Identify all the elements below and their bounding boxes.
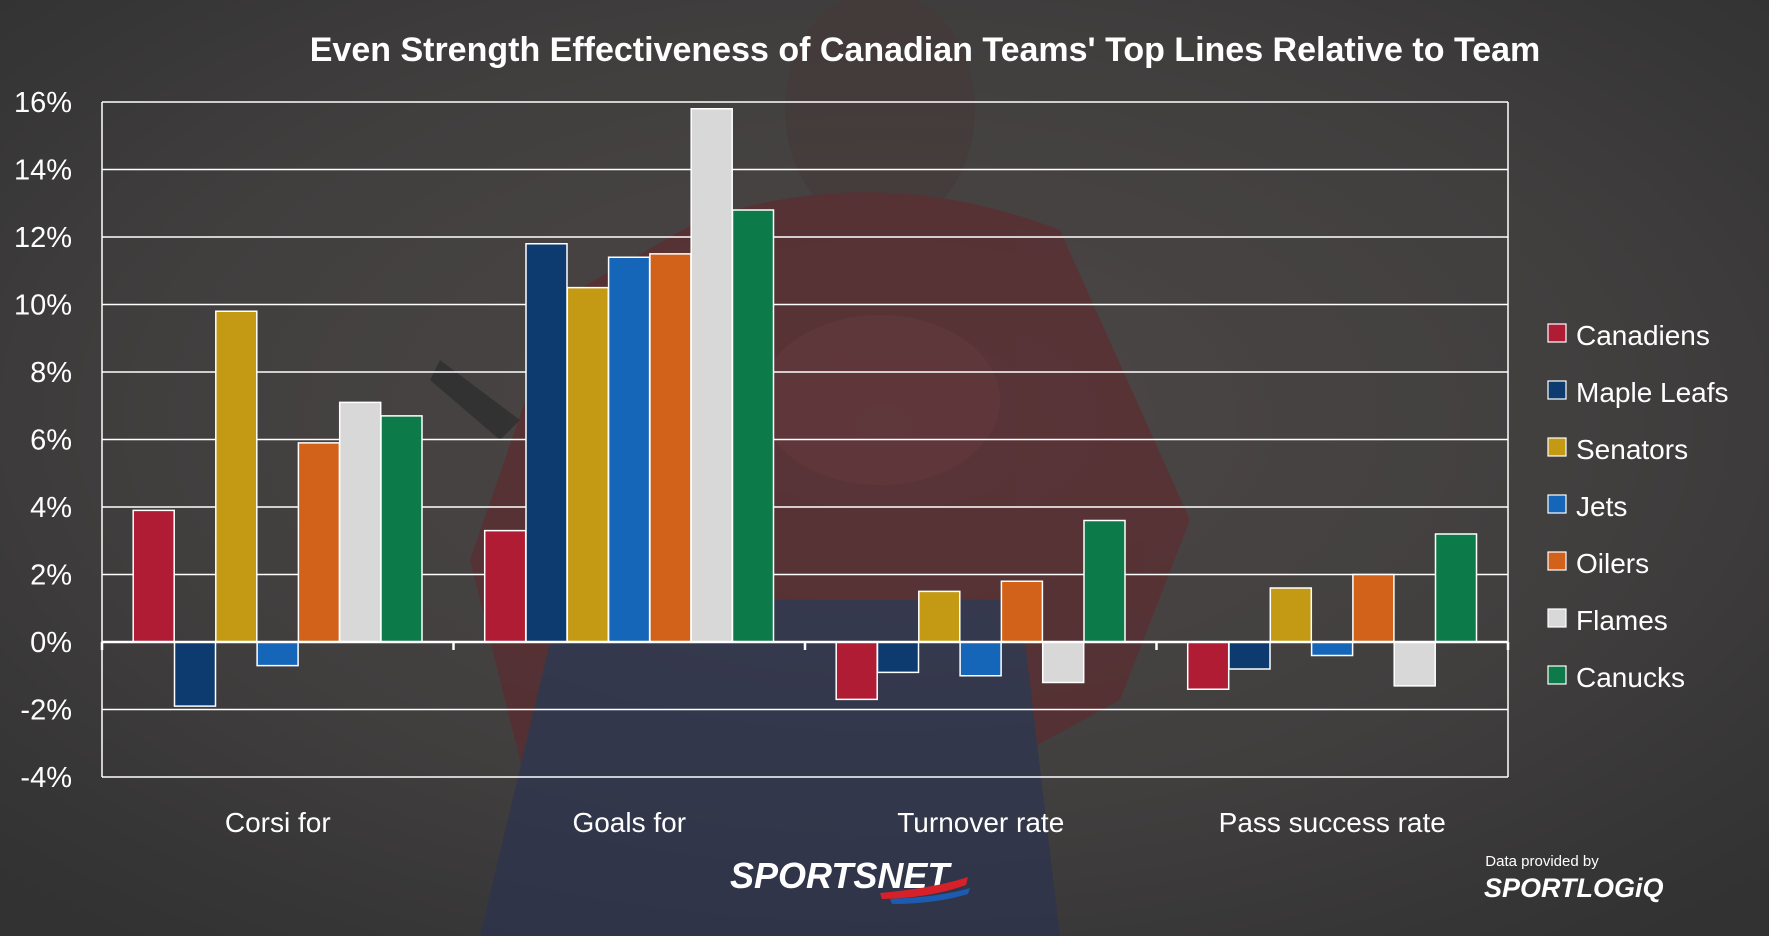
bar-flames-turnover-rate [1041, 641, 1085, 684]
bar-canucks-goals-for [731, 209, 775, 643]
bar-maple-leafs-turnover-rate [876, 641, 920, 674]
bar-maple-leafs-goals-for [525, 243, 568, 643]
bar-flames-corsi-for [338, 401, 382, 643]
legend-item-jets: Jets [1547, 491, 1627, 522]
y-tick-label: 14% [14, 155, 72, 187]
legend-item-canadiens: Canadiens [1547, 320, 1710, 351]
bar-canucks-pass-success-rate [1434, 533, 1478, 643]
gridlines [101, 101, 1509, 778]
data-credit-label: Data provided by [1485, 853, 1599, 870]
bar-canadiens-goals-for [483, 529, 527, 643]
legend-item-maple-leafs: Maple Leafs [1547, 377, 1729, 408]
x-category-label: Goals for [572, 807, 686, 838]
y-tick-label: 6% [30, 425, 72, 457]
bar-maple-leafs-pass-success-rate [1228, 641, 1271, 670]
legend-label: Maple Leafs [1576, 377, 1729, 408]
bar-maple-leafs-corsi-for [173, 641, 217, 707]
bar-jets-goals-for [607, 256, 651, 643]
y-tick-label: 12% [14, 222, 72, 254]
y-tick-label: 4% [30, 492, 72, 524]
bar-canadiens-pass-success-rate [1186, 641, 1230, 690]
bar-flames-goals-for [690, 108, 733, 643]
sportsnet-logo: SPORTSNET [730, 855, 970, 904]
y-tick-label: 8% [30, 357, 72, 389]
legend-label: Oilers [1576, 548, 1649, 579]
legend-label: Canucks [1576, 662, 1685, 693]
bar-flames-pass-success-rate [1393, 641, 1436, 687]
y-tick-label: -2% [20, 695, 72, 727]
x-category-label: Turnover rate [897, 807, 1064, 838]
y-tick-label: 2% [30, 560, 72, 592]
bars [132, 108, 1478, 707]
bar-senators-turnover-rate [918, 590, 961, 643]
bar-senators-goals-for [566, 286, 610, 643]
x-axis [100, 640, 1510, 650]
bar-senators-corsi-for [215, 310, 258, 643]
legend-item-senators: Senators [1547, 434, 1688, 465]
sportlogiq-logo: SPORTLOGiQ [1484, 873, 1664, 903]
bar-senators-pass-success-rate [1269, 587, 1313, 643]
legend-swatch [1547, 323, 1567, 343]
legend-swatch [1547, 494, 1567, 514]
bar-canucks-turnover-rate [1083, 519, 1126, 643]
y-tick-label: 16% [14, 87, 72, 119]
legend: Canadiens Maple Leafs Senators Jets Oilers Fl… [1547, 320, 1729, 693]
legend-item-canucks: Canucks [1547, 662, 1685, 693]
legend-label: Jets [1576, 491, 1627, 522]
legend-item-flames: Flames [1547, 605, 1668, 636]
legend-swatch [1547, 380, 1567, 400]
legend-swatch [1547, 665, 1567, 685]
bar-canucks-corsi-for [380, 415, 423, 643]
legend-swatch [1547, 551, 1567, 571]
legend-label: Canadiens [1576, 320, 1710, 351]
bar-canadiens-turnover-rate [835, 641, 878, 701]
bar-canadiens-corsi-for [132, 509, 175, 643]
legend-label: Senators [1576, 434, 1688, 465]
bar-oilers-turnover-rate [1000, 580, 1044, 643]
legend-item-oilers: Oilers [1547, 548, 1649, 579]
legend-swatch [1547, 437, 1567, 457]
y-tick-label: 0% [30, 627, 72, 659]
data-credit: Data provided by SPORTLOGiQ [1484, 853, 1664, 903]
bar-jets-pass-success-rate [1310, 641, 1354, 657]
x-category-label: Corsi for [225, 807, 331, 838]
x-category-label: Pass success rate [1219, 807, 1446, 838]
bar-jets-corsi-for [256, 641, 299, 667]
y-axis-ticks: -4% -2% 0% 2% 4% 6% 8% 10% 12% 14% 16% [14, 87, 72, 794]
y-tick-label: 10% [14, 290, 72, 322]
legend-label: Flames [1576, 605, 1668, 636]
legend-swatch [1547, 608, 1567, 628]
bar-oilers-goals-for [649, 253, 692, 643]
x-axis-category-labels: Corsi for Goals for Turnover rate Pass succ… [225, 807, 1446, 838]
bar-jets-turnover-rate [959, 641, 1002, 677]
bar-oilers-pass-success-rate [1352, 573, 1395, 643]
bar-oilers-corsi-for [297, 442, 341, 643]
y-tick-label: -4% [20, 762, 72, 794]
chart-title: Even Strength Effectiveness of Canadian … [310, 31, 1541, 69]
